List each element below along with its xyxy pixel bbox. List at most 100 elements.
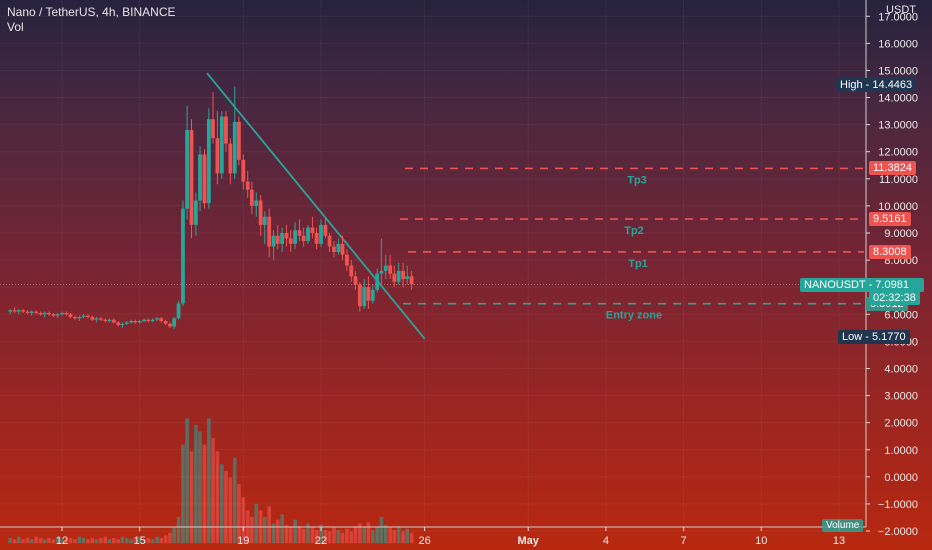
volume-bar — [198, 431, 202, 544]
candle-down — [21, 310, 26, 312]
candle-up — [232, 121, 237, 174]
volume-bar — [401, 531, 405, 544]
candle-up — [181, 208, 185, 304]
volume-bar — [288, 527, 293, 544]
volume-bar — [42, 539, 47, 544]
candle-up — [124, 322, 129, 324]
candle-down — [345, 254, 349, 266]
trendline — [206, 72, 426, 340]
volume-bar — [185, 418, 189, 544]
high-price-tag: High - 14.4463 — [836, 78, 917, 93]
candle-down — [249, 189, 254, 206]
volume-bar — [332, 527, 336, 544]
candle-down — [133, 321, 138, 323]
volume-tag: Volume — [822, 519, 864, 532]
candle-down — [103, 319, 108, 322]
volume-bars — [8, 418, 414, 544]
candle-down — [202, 154, 207, 204]
volume-bar — [284, 524, 289, 544]
candle-down — [68, 314, 73, 317]
volume-bar — [310, 527, 315, 544]
candle-down — [301, 235, 306, 242]
volume-bar — [228, 477, 233, 544]
volume-bar — [194, 424, 198, 544]
volume-bar — [73, 539, 77, 544]
candle-down — [332, 246, 336, 252]
bar-countdown: 02:32:38 — [869, 290, 920, 305]
level-label-entry-zone: Entry zone — [606, 310, 662, 322]
price-tag-tp3: 11.3824 — [869, 161, 916, 176]
volume-bar — [38, 537, 43, 544]
candle-up — [120, 323, 125, 326]
currency-label: USDT — [886, 4, 916, 16]
price-tick-label: 15.0000 — [878, 65, 918, 77]
candle-down — [116, 322, 121, 326]
volume-bar — [90, 537, 95, 544]
price-tick-label: −2.0000 — [878, 526, 918, 538]
volume-bar — [163, 535, 168, 544]
volume-bar — [358, 523, 362, 544]
volume-bar — [262, 516, 267, 544]
candle-up — [379, 270, 384, 274]
volume-bar — [16, 536, 21, 544]
candle-up — [55, 314, 60, 316]
candle-down — [323, 224, 328, 236]
candle-down — [340, 243, 345, 255]
candle-down — [146, 319, 151, 322]
candle-down — [38, 312, 43, 315]
volume-bar — [392, 530, 397, 544]
candle-up — [206, 119, 211, 204]
volume-bar — [159, 537, 163, 544]
volume-bar — [155, 536, 159, 544]
volume-bar — [64, 539, 69, 544]
volume-bar — [271, 523, 276, 544]
volume-bar — [314, 530, 319, 544]
volume-bar — [366, 522, 371, 544]
candle-up — [142, 319, 147, 322]
volume-bar — [241, 497, 246, 544]
volume-bar — [306, 523, 310, 544]
candle-down — [267, 216, 272, 247]
time-tick-label: 4 — [603, 535, 609, 547]
volume-bar — [215, 451, 220, 544]
price-tick-label: 4.0000 — [884, 363, 918, 375]
volume-bar — [237, 484, 241, 544]
time-tick-label: May — [517, 535, 539, 547]
candle-down — [47, 312, 51, 315]
candle-up — [77, 316, 82, 319]
price-tick-label: 6.0000 — [884, 309, 918, 321]
candle-up — [8, 310, 13, 312]
candle-down — [25, 311, 30, 313]
volume-bar — [409, 532, 414, 544]
candle-down — [86, 315, 90, 317]
candle-down — [215, 138, 220, 174]
volume-bar — [323, 530, 328, 544]
time-tick-label: 15 — [134, 535, 146, 547]
candle-down — [51, 314, 56, 316]
time-tick-label: 10 — [755, 535, 767, 547]
price-tick-label: 17.0000 — [878, 11, 918, 23]
volume-bar — [21, 539, 25, 544]
candle-down — [64, 312, 69, 315]
candle-down — [168, 323, 172, 327]
candle-down — [211, 119, 215, 139]
candle-down — [228, 143, 233, 174]
low-price-tag: Low - 5.1770 — [838, 329, 910, 344]
volume-bar — [129, 539, 133, 544]
price-tick-label: 14.0000 — [878, 93, 918, 105]
price-tick-label: −1.0000 — [878, 499, 918, 511]
time-tick-label: 19 — [237, 535, 249, 547]
candle-up — [370, 289, 375, 301]
candle-down — [236, 121, 241, 160]
price-tag-tp1: 8.3008 — [869, 244, 911, 259]
candle-down — [310, 227, 315, 234]
level-label-tp1: Tp1 — [628, 258, 648, 270]
time-axis[interactable]: 12 15 19 22 26 May 4 7 10 13 — [0, 526, 866, 547]
volume-bar — [29, 539, 34, 544]
candle-up — [383, 265, 388, 271]
volume-bar — [86, 539, 90, 544]
volume-bar — [353, 526, 358, 544]
volume-bar — [319, 524, 323, 544]
candle-down — [245, 181, 250, 190]
